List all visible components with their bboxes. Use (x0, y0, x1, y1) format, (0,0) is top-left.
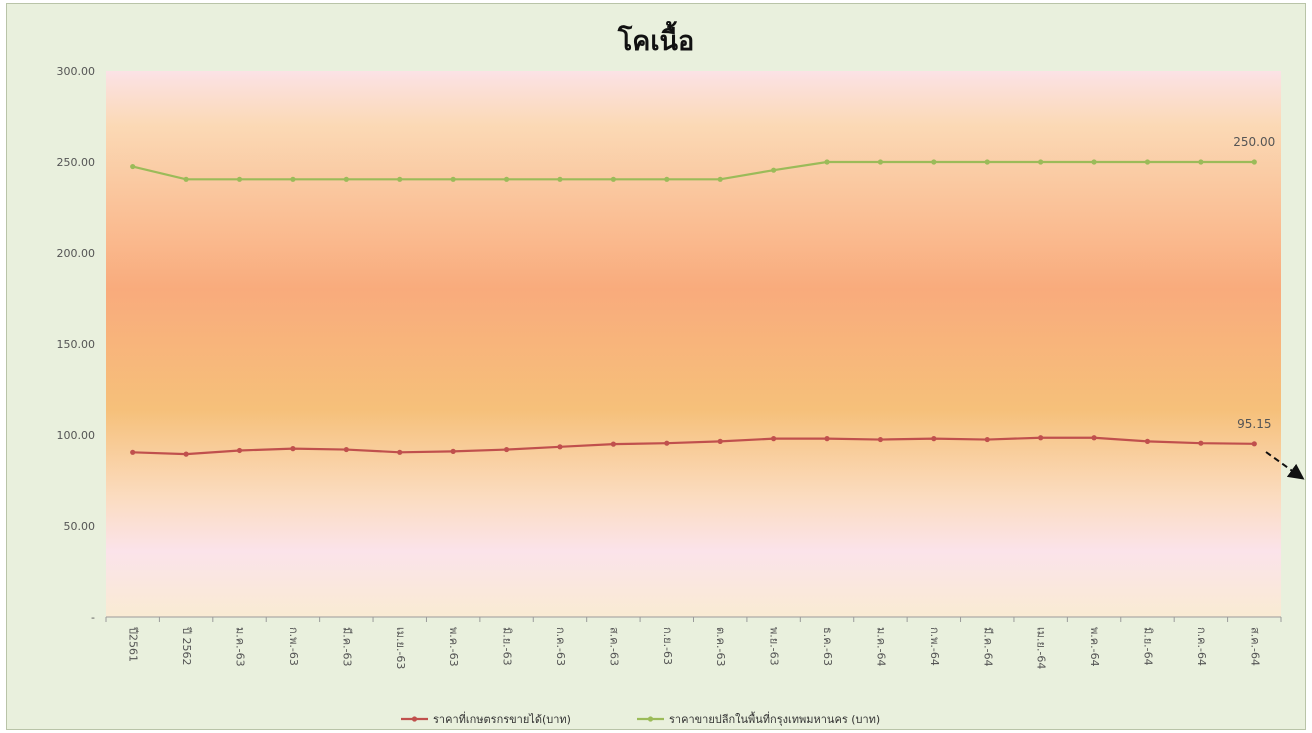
data-point (1038, 159, 1044, 165)
data-point (824, 159, 830, 165)
data-point (984, 436, 990, 443)
data-point (343, 176, 349, 182)
x-tick-label: ส.ค.-63 (607, 627, 620, 666)
x-tick-label: ม.ค.-64 (874, 627, 887, 667)
chart-frame: โคเนื้อ - 50.00 100.00 150.00 200.00 250.00 30… (6, 3, 1306, 730)
x-tick-label: ม.ค.-63 (234, 627, 247, 667)
data-point (610, 441, 616, 447)
annotation-arrow (1265, 451, 1305, 480)
data-point (717, 438, 723, 444)
data-point (664, 440, 670, 446)
data-point (183, 176, 189, 182)
data-point (1198, 440, 1204, 446)
series-lines (130, 159, 1257, 457)
x-axis: ปี2561 ปี 2562 ม.ค.-63 ก.พ.-63 มี.ค.-63 เม.ย.… (105, 616, 1282, 669)
data-point (877, 159, 884, 165)
x-tick-label: มิ.ย.-64 (1141, 627, 1154, 666)
x-tick-label: เม.ย.-64 (1035, 627, 1048, 669)
y-tick-label: 200.00 (57, 247, 96, 260)
legend-label: ราคาขายปลีกในพื้นที่กรุงเทพมหานคร (บาท) (669, 711, 880, 726)
data-point (1251, 159, 1257, 165)
data-point (771, 436, 777, 442)
data-point (450, 448, 456, 454)
x-tick-label: เม.ย.-63 (394, 627, 407, 669)
data-point (931, 436, 937, 442)
data-point (183, 451, 189, 457)
data-point (397, 176, 403, 182)
x-tick-label: ปี 2562 (180, 626, 193, 666)
data-point (824, 436, 830, 442)
y-tick-label: 50.00 (64, 520, 96, 533)
data-point (984, 159, 990, 165)
x-tick-label: มี.ค.-63 (340, 627, 353, 667)
y-tick-label: - (91, 611, 95, 624)
data-point (236, 447, 243, 454)
data-point (343, 446, 349, 453)
data-point (397, 449, 403, 455)
series-line (132, 160, 1255, 181)
plot-area (106, 71, 1281, 617)
data-point (717, 176, 723, 182)
x-tick-label: ก.ย.-63 (661, 627, 674, 665)
data-point (1144, 159, 1151, 165)
data-point (557, 176, 563, 182)
x-tick-label: ธ.ค.-63 (821, 627, 834, 666)
x-tick-label: ปี2561 (127, 626, 140, 662)
data-point (1198, 159, 1204, 165)
chart-title: โคเนื้อ (617, 20, 694, 57)
data-label: 95.15 (1237, 417, 1271, 431)
legend-marker (411, 716, 418, 722)
x-tick-label: ต.ค.-63 (714, 627, 727, 666)
x-tick-label: มี.ค.-64 (981, 627, 994, 667)
data-point (290, 446, 296, 452)
y-tick-label: 300.00 (57, 65, 96, 78)
y-axis: - 50.00 100.00 150.00 200.00 250.00 300.00 (57, 65, 96, 624)
data-point (771, 167, 777, 173)
x-tick-label: พ.ย.-63 (768, 627, 781, 666)
data-point (130, 163, 136, 170)
data-point (503, 176, 510, 182)
data-point (1144, 438, 1151, 444)
legend-marker (647, 716, 654, 722)
line-chart: โคเนื้อ - 50.00 100.00 150.00 200.00 250.00 30… (57, 20, 1305, 726)
data-point (130, 449, 136, 455)
data-point (1091, 159, 1097, 165)
series-line (132, 436, 1255, 456)
data-point (1251, 441, 1257, 447)
legend-label: ราคาที่เกษตรกรขายได้(บาท) (433, 711, 571, 726)
data-point (1091, 435, 1097, 441)
data-point (450, 176, 456, 182)
data-point (877, 436, 884, 443)
x-tick-label: ก.พ.-63 (287, 627, 300, 666)
x-tick-label: พ.ค.-64 (1088, 627, 1101, 667)
legend: ราคาที่เกษตรกรขายได้(บาท) ราคาขายปลีกในพื… (401, 711, 880, 726)
y-tick-label: 100.00 (57, 429, 96, 442)
data-point (503, 446, 510, 453)
data-point (931, 159, 937, 165)
data-point (664, 176, 670, 182)
x-tick-label: พ.ค.-63 (447, 627, 460, 667)
data-labels: 95.15 250.00 (1233, 135, 1275, 431)
x-tick-label: ส.ค.-64 (1248, 627, 1261, 666)
y-tick-label: 150.00 (57, 338, 96, 351)
data-point (610, 176, 616, 182)
data-point (1038, 435, 1044, 441)
y-tick-label: 250.00 (57, 156, 96, 169)
data-point (290, 176, 296, 182)
data-label: 250.00 (1233, 135, 1275, 149)
x-tick-label: ก.ค.-63 (554, 627, 567, 666)
data-point (236, 176, 243, 182)
x-tick-label: ก.พ.-64 (928, 627, 941, 666)
data-point (557, 444, 563, 450)
x-tick-label: ก.ค.-64 (1195, 627, 1208, 666)
x-tick-label: มิ.ย.-63 (501, 627, 514, 666)
